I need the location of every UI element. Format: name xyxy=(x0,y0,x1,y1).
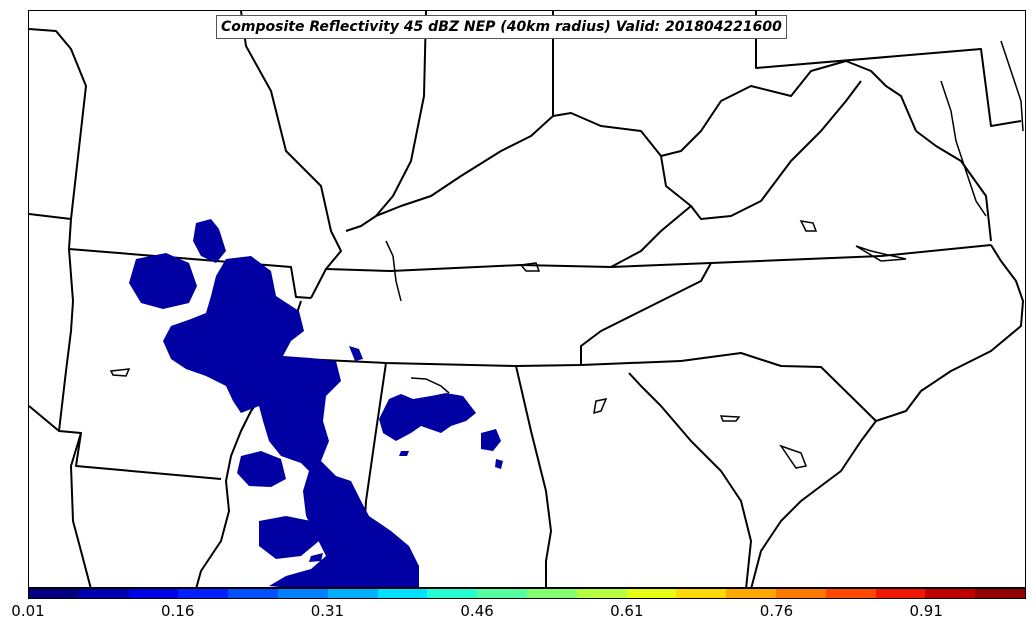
colorbar-tick-label: 0.31 xyxy=(310,602,345,620)
state-border xyxy=(628,372,752,587)
colorbar-segment xyxy=(427,589,478,598)
map-title: Composite Reflectivity 45 dBZ NEP (40km … xyxy=(216,15,787,39)
colorbar-segment xyxy=(277,589,328,598)
colorbar-segment xyxy=(726,589,776,598)
state-border xyxy=(915,130,992,242)
colorbar-segment xyxy=(29,589,79,598)
colorbar-segment xyxy=(925,589,976,598)
colorbar-segment xyxy=(875,589,926,598)
state-border xyxy=(70,432,92,587)
lake-outline xyxy=(109,368,131,377)
lake-outline xyxy=(779,444,808,469)
state-border xyxy=(755,11,1022,127)
colorbar-tick-label: 0.01 xyxy=(11,602,45,620)
probability-area xyxy=(193,219,226,263)
colorbar-segment xyxy=(377,589,428,598)
probability-field xyxy=(129,219,503,587)
state-border xyxy=(375,115,554,217)
colorbar-segment xyxy=(626,589,677,598)
colorbar-segment xyxy=(78,589,129,598)
colorbar-segment xyxy=(178,589,229,598)
probability-area xyxy=(259,516,319,559)
state-border xyxy=(345,11,427,232)
colorbar-segment xyxy=(327,589,378,598)
lake-outline xyxy=(410,377,450,394)
lake-outline xyxy=(385,240,402,302)
colorbar-segment xyxy=(477,589,527,598)
colorbar-segment xyxy=(128,589,179,598)
colorbar-tick-label: 0.46 xyxy=(460,602,494,620)
colorbar-tick-label: 0.16 xyxy=(160,602,195,620)
state-border xyxy=(58,248,222,480)
coastline xyxy=(940,80,987,217)
probability-area xyxy=(163,256,419,587)
state-border xyxy=(68,218,312,299)
lake-outline xyxy=(799,220,818,232)
colorbar-segment xyxy=(775,589,826,598)
colorbar-tick-label: 0.76 xyxy=(759,602,794,620)
colorbar-segment xyxy=(526,589,577,598)
probability-area xyxy=(399,451,409,456)
colorbar-tick-label: 0.91 xyxy=(909,602,943,620)
colorbar-tick-label: 0.61 xyxy=(610,602,644,620)
state-border xyxy=(660,60,917,157)
state-border xyxy=(240,11,342,299)
state-border xyxy=(680,352,877,422)
state-border xyxy=(515,365,552,587)
state-border xyxy=(660,80,862,220)
lake-outline xyxy=(855,245,907,262)
state-border xyxy=(552,11,662,157)
state-border xyxy=(580,262,712,365)
colorbar xyxy=(28,588,1026,599)
colorbar-segment xyxy=(825,589,876,598)
colorbar-segment xyxy=(576,589,627,598)
state-border xyxy=(280,357,682,367)
probability-area xyxy=(379,393,476,441)
probability-area xyxy=(129,253,197,309)
colorbar-segment xyxy=(975,589,1025,598)
state-borders xyxy=(29,11,1024,587)
colorbar-segment xyxy=(228,589,278,598)
probability-area xyxy=(309,553,323,562)
state-border xyxy=(29,28,87,220)
probability-area xyxy=(481,429,501,451)
map-canvas xyxy=(29,11,1024,587)
probability-area xyxy=(237,451,286,487)
state-border xyxy=(750,244,1024,587)
state-border xyxy=(610,205,692,268)
lake-outline xyxy=(719,415,741,422)
state-border xyxy=(29,405,60,432)
lake-outline xyxy=(519,262,541,272)
coastline xyxy=(1000,40,1024,132)
state-border xyxy=(325,244,992,272)
lake-outline xyxy=(593,397,608,415)
probability-area xyxy=(495,459,503,469)
probability-area xyxy=(349,346,363,361)
map-panel xyxy=(28,10,1026,588)
colorbar-segment xyxy=(676,589,727,598)
